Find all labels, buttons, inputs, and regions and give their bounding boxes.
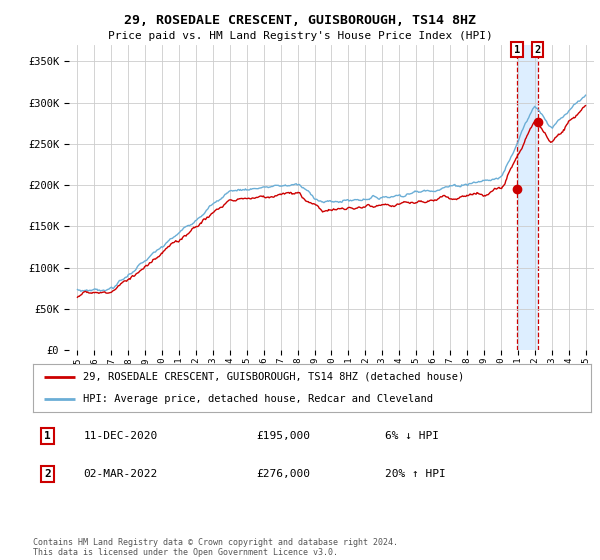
Text: 02-MAR-2022: 02-MAR-2022 <box>83 469 157 479</box>
Text: 29, ROSEDALE CRESCENT, GUISBOROUGH, TS14 8HZ (detached house): 29, ROSEDALE CRESCENT, GUISBOROUGH, TS14… <box>83 372 464 382</box>
Text: 2: 2 <box>535 45 541 55</box>
Text: £195,000: £195,000 <box>256 431 310 441</box>
Text: 1: 1 <box>44 431 51 441</box>
Text: 20% ↑ HPI: 20% ↑ HPI <box>385 469 445 479</box>
Text: HPI: Average price, detached house, Redcar and Cleveland: HPI: Average price, detached house, Redc… <box>83 394 433 404</box>
Text: Contains HM Land Registry data © Crown copyright and database right 2024.
This d: Contains HM Land Registry data © Crown c… <box>33 538 398 557</box>
Text: 2: 2 <box>44 469 51 479</box>
Text: 6% ↓ HPI: 6% ↓ HPI <box>385 431 439 441</box>
Text: £276,000: £276,000 <box>256 469 310 479</box>
Text: Price paid vs. HM Land Registry's House Price Index (HPI): Price paid vs. HM Land Registry's House … <box>107 31 493 41</box>
Text: 1: 1 <box>514 45 520 55</box>
Text: 11-DEC-2020: 11-DEC-2020 <box>83 431 157 441</box>
Text: 29, ROSEDALE CRESCENT, GUISBOROUGH, TS14 8HZ: 29, ROSEDALE CRESCENT, GUISBOROUGH, TS14… <box>124 14 476 27</box>
Bar <box>517 45 538 350</box>
